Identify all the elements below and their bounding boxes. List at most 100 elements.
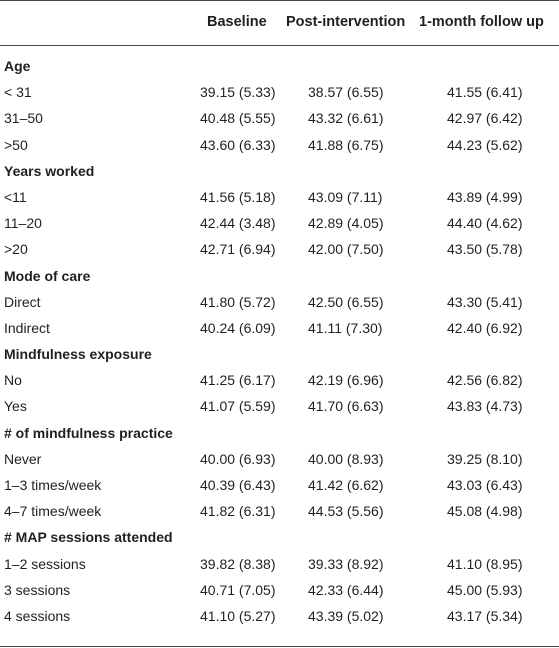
table-cell: 42.50 (6.55): [308, 293, 384, 310]
table-row: Yes 41.07 (5.59) 41.70 (6.63) 43.83 (4.73): [0, 393, 559, 419]
table-cell: 41.10 (5.27): [200, 607, 276, 624]
row-label: 11–20: [4, 215, 42, 232]
group-heading-row: Years worked: [0, 158, 559, 184]
group-heading-row: Age: [0, 53, 559, 79]
table-cell: 45.08 (4.98): [447, 503, 523, 520]
group-heading-row: # MAP sessions attended: [0, 524, 559, 550]
table-row: >50 43.60 (6.33) 41.88 (6.75) 44.23 (5.62): [0, 132, 559, 158]
table-cell: 42.19 (6.96): [308, 372, 384, 389]
table-row: 3 sessions 40.71 (7.05) 42.33 (6.44) 45.00 …: [0, 577, 559, 603]
table-cell: 40.00 (8.93): [308, 450, 384, 467]
table-cell: 41.11 (7.30): [308, 319, 383, 336]
group-heading: # of mindfulness practice: [4, 424, 173, 441]
table-cell: 43.60 (6.33): [200, 136, 276, 153]
table-cell: 40.39 (6.43): [200, 477, 276, 493]
row-label: 1–3 times/week: [4, 477, 102, 493]
table-cell: 42.71 (6.94): [200, 241, 276, 258]
row-label: <11: [4, 188, 27, 205]
table-row: 11–20 42.44 (3.48) 42.89 (4.05) 44.40 (4.62…: [0, 210, 559, 236]
table-cell: 44.23 (5.62): [447, 136, 523, 153]
row-label: 1–2 sessions: [4, 555, 86, 572]
header-rule: [0, 45, 559, 46]
table-cell: 41.70 (6.63): [308, 398, 384, 415]
table-cell: 43.39 (5.02): [308, 607, 384, 624]
table-cell: 41.07 (5.59): [200, 398, 276, 415]
table-cell: 40.71 (7.05): [200, 581, 276, 598]
table-row: 1–2 sessions 39.82 (8.38) 39.33 (8.92) 41.1…: [0, 551, 559, 577]
table-row: Indirect 40.24 (6.09) 41.11 (7.30) 42.40 (6…: [0, 315, 559, 341]
group-heading: # MAP sessions attended: [4, 529, 173, 546]
table-cell: 42.33 (6.44): [308, 581, 384, 598]
group-heading-row: Mindfulness exposure: [0, 341, 559, 367]
row-label: >20: [4, 241, 28, 258]
table-cell: 40.00 (6.93): [200, 450, 276, 467]
table-row: <11 41.56 (5.18) 43.09 (7.11) 43.89 (4.99): [0, 184, 559, 210]
table-cell: 41.82 (6.31): [200, 503, 276, 520]
table-cell: 43.83 (4.73): [447, 398, 523, 415]
table-cell: 39.33 (8.92): [308, 555, 384, 572]
group-heading: Years worked: [4, 162, 95, 179]
table-cell: 44.40 (4.62): [447, 215, 523, 232]
table-row: 31–50 40.48 (5.55) 43.32 (6.61) 42.97 (6.42…: [0, 105, 559, 131]
row-label: Direct: [4, 293, 41, 310]
table-cell: 40.24 (6.09): [200, 319, 276, 336]
row-label: 3 sessions: [4, 581, 71, 598]
table-top-rule: [0, 0, 559, 1]
table-row: 4–7 times/week 41.82 (6.31) 44.53 (5.56) 45…: [0, 498, 559, 524]
table-cell: 43.50 (5.78): [447, 241, 523, 258]
table-cell: 45.00 (5.93): [447, 581, 523, 598]
table-row: Direct 41.80 (5.72) 42.50 (6.55) 43.30 (5.4…: [0, 289, 559, 315]
table-cell: 38.57 (6.55): [308, 84, 384, 101]
table-cell: 42.97 (6.42): [447, 110, 523, 127]
table-cell: 41.25 (6.17): [200, 372, 276, 389]
table-cell: 42.56 (6.82): [447, 372, 523, 389]
table-cell: 44.53 (5.56): [308, 503, 384, 520]
column-header-follow-up: 1-month follow up: [419, 14, 544, 30]
group-heading: Age: [4, 58, 31, 74]
table-cell: 41.88 (6.75): [308, 136, 384, 153]
table-cell: 41.42 (6.62): [308, 477, 384, 493]
table-row: >20 42.71 (6.94) 42.00 (7.50) 43.50 (5.78): [0, 236, 559, 262]
table-cell: 40.48 (5.55): [200, 110, 276, 127]
table-cell: 39.82 (8.38): [200, 555, 276, 572]
table-cell: 42.00 (7.50): [308, 241, 384, 258]
table-cell: 43.30 (5.41): [447, 293, 523, 310]
group-heading: Mode of care: [4, 267, 91, 284]
row-label: >50: [4, 136, 28, 153]
row-label: 31–50: [4, 110, 43, 127]
row-label: Never: [4, 450, 42, 467]
group-heading-row: Mode of care: [0, 263, 559, 289]
table-cell: 42.40 (6.92): [447, 319, 523, 336]
table-row: 4 sessions 41.10 (5.27) 43.39 (5.02) 43.17 …: [0, 603, 559, 629]
group-heading: Mindfulness exposure: [4, 346, 152, 363]
table-row: Never 40.00 (6.93) 40.00 (8.93) 39.25 (8.10…: [0, 446, 559, 472]
table-cell: 41.10 (8.95): [447, 555, 523, 572]
table-row: < 31 39.15 (5.33) 38.57 (6.55) 41.55 (6.41): [0, 79, 559, 105]
table-bottom-rule: [0, 646, 559, 647]
table-body: Age < 31 39.15 (5.33) 38.57 (6.55) 41.55 (6.…: [0, 53, 559, 629]
row-label: No: [4, 372, 22, 389]
table-cell: 43.17 (5.34): [447, 607, 523, 624]
row-label: 4–7 times/week: [4, 503, 102, 520]
table-row: 1–3 times/week 40.39 (6.43) 41.42 (6.62) 43…: [0, 472, 559, 498]
table-cell: 39.25 (8.10): [447, 450, 523, 467]
table-cell: 42.89 (4.05): [308, 215, 384, 232]
table-cell: 42.44 (3.48): [200, 215, 276, 232]
row-label: Indirect: [4, 319, 50, 336]
row-label: Yes: [4, 398, 27, 415]
table-cell: 43.09 (7.11): [308, 188, 383, 205]
table-cell: 41.80 (5.72): [200, 293, 276, 310]
table-cell: 41.55 (6.41): [447, 84, 523, 101]
table-cell: 43.32 (6.61): [308, 110, 384, 127]
table-cell: 43.03 (6.43): [447, 477, 523, 493]
table-cell: 41.56 (5.18): [200, 188, 276, 205]
row-label: < 31: [4, 84, 32, 101]
table-cell: 43.89 (4.99): [447, 188, 523, 205]
table-cell: 39.15 (5.33): [200, 84, 276, 101]
row-label: 4 sessions: [4, 607, 71, 624]
table-row: No 41.25 (6.17) 42.19 (6.96) 42.56 (6.82): [0, 367, 559, 393]
group-heading-row: # of mindfulness practice: [0, 420, 559, 446]
column-header-baseline: Baseline: [207, 14, 267, 30]
column-header-post-intervention: Post-intervention: [286, 14, 406, 30]
